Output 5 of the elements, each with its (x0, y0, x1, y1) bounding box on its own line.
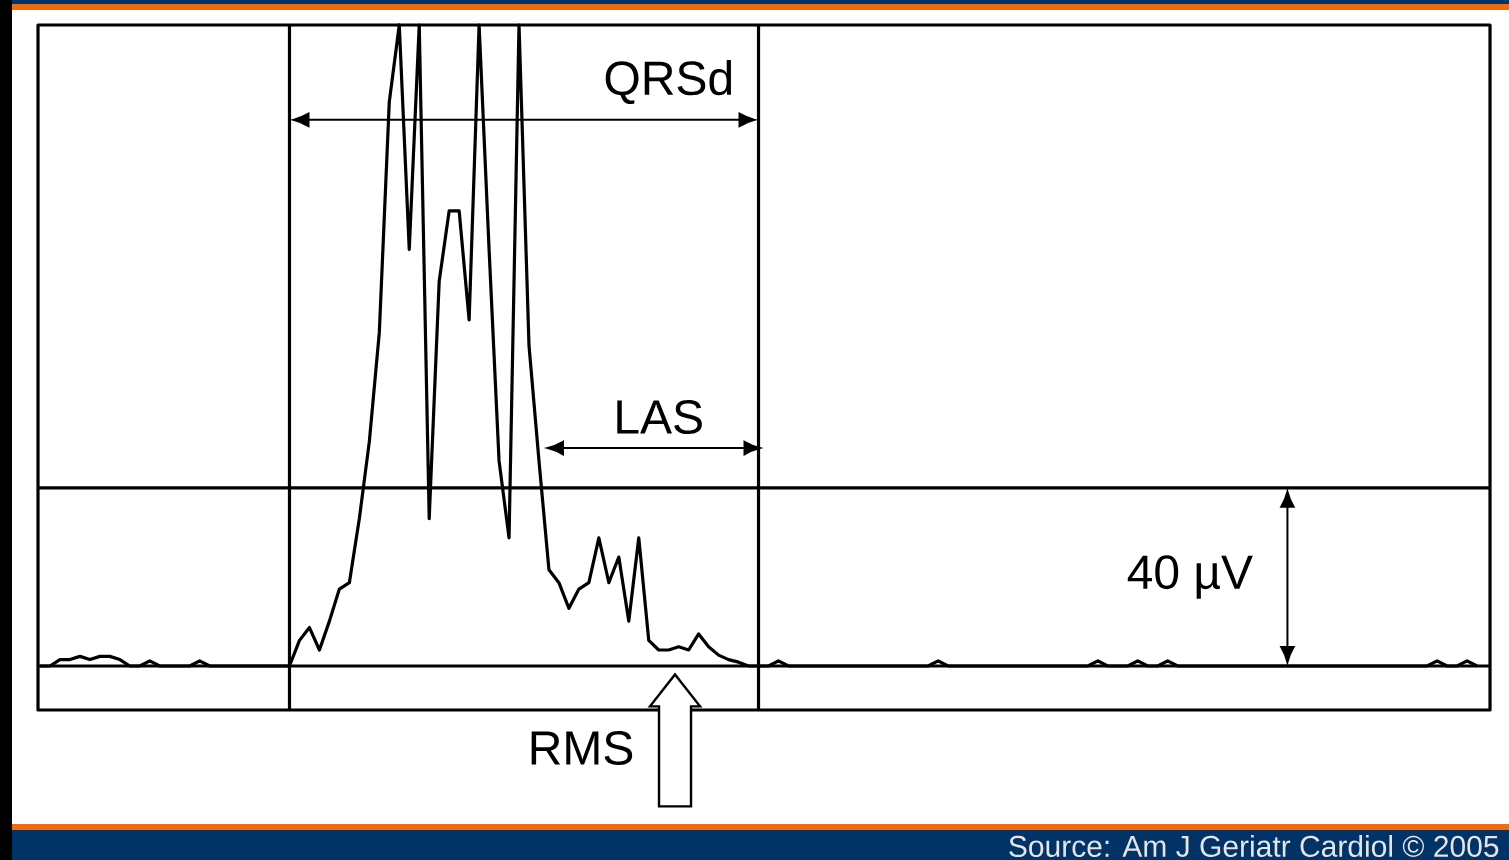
annotation: 40 µV (1127, 555, 1253, 599)
source-note: Source: Am J Geriatr Cardiol © 2005 (1009, 834, 1499, 857)
annotation: LAS (617, 400, 702, 435)
text: RMS (531, 731, 633, 766)
annotation: QRSd (605, 60, 732, 104)
